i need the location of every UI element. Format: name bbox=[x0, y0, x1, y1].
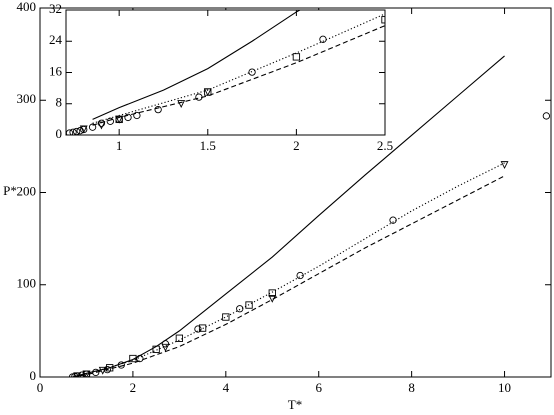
circle-marker bbox=[248, 68, 256, 76]
triangle-marker bbox=[203, 88, 212, 97]
x-tick-label: 10 bbox=[498, 380, 511, 395]
triangle-marker bbox=[73, 372, 82, 377]
circle-marker bbox=[66, 129, 74, 135]
x-tick-label: 8 bbox=[408, 380, 415, 395]
circle-marker bbox=[389, 216, 397, 224]
x-tick-label: 2.5 bbox=[377, 138, 393, 153]
circle-marker bbox=[69, 128, 77, 135]
y-tick-label: 200 bbox=[17, 183, 37, 198]
y-tick-label: 400 bbox=[17, 0, 37, 14]
y-tick-label: 32 bbox=[49, 1, 62, 16]
circle-marker bbox=[124, 113, 132, 122]
square-marker bbox=[245, 301, 253, 309]
circle-marker bbox=[136, 354, 144, 363]
x-tick-label: 6 bbox=[315, 380, 322, 395]
circle-marker bbox=[106, 117, 114, 125]
circle-marker bbox=[296, 271, 304, 280]
plot-area bbox=[68, 55, 551, 377]
square-marker bbox=[381, 16, 385, 24]
x-tick-label: 2 bbox=[293, 138, 300, 153]
circle-marker bbox=[92, 368, 100, 377]
y-axis-label: P* bbox=[3, 183, 17, 198]
x-tick-label: 2 bbox=[130, 380, 137, 395]
circle-marker bbox=[103, 365, 112, 374]
circle-marker bbox=[236, 305, 244, 313]
square-marker bbox=[292, 53, 301, 61]
square-marker bbox=[268, 289, 276, 297]
y-tick-label: 0 bbox=[30, 368, 37, 383]
triangle-marker bbox=[82, 370, 91, 377]
circle-marker bbox=[542, 112, 551, 120]
y-tick-label: 0 bbox=[56, 126, 63, 141]
y-tick-label: 16 bbox=[49, 63, 63, 78]
y-tick-label: 24 bbox=[49, 32, 63, 47]
y-tick-label: 300 bbox=[17, 91, 37, 106]
line-series bbox=[92, 10, 301, 120]
x-tick-label: 1.5 bbox=[200, 138, 216, 153]
square-marker bbox=[175, 334, 184, 342]
triangle-marker bbox=[98, 366, 107, 375]
y-tick-label: 8 bbox=[56, 95, 63, 110]
circle-marker bbox=[88, 123, 97, 131]
x-axis-label: T* bbox=[288, 397, 302, 412]
line-series bbox=[92, 25, 385, 126]
square-marker bbox=[129, 354, 137, 363]
triangle-marker bbox=[500, 161, 509, 170]
y-tick-label: 100 bbox=[17, 276, 37, 291]
circle-marker bbox=[117, 361, 125, 369]
square-marker bbox=[222, 313, 230, 321]
inset-background bbox=[66, 10, 385, 135]
square-marker bbox=[198, 324, 207, 332]
x-tick-label: 4 bbox=[223, 380, 230, 395]
square-marker bbox=[106, 364, 114, 372]
circle-marker bbox=[195, 93, 203, 101]
x-tick-label: 1 bbox=[116, 138, 123, 153]
circle-marker bbox=[133, 111, 141, 120]
circle-marker bbox=[72, 127, 81, 135]
square-marker bbox=[152, 345, 160, 353]
plot-area bbox=[66, 10, 385, 135]
triangle-marker bbox=[268, 294, 277, 303]
circle-marker bbox=[194, 325, 202, 333]
circle-marker bbox=[319, 35, 327, 43]
line-series bbox=[72, 175, 505, 377]
line-series bbox=[72, 162, 505, 377]
circle-marker bbox=[97, 119, 106, 127]
triangle-marker bbox=[97, 121, 106, 130]
triangle-marker bbox=[161, 343, 170, 352]
circle-marker bbox=[154, 105, 162, 114]
triangle-marker bbox=[115, 115, 124, 124]
triangle-marker bbox=[79, 125, 88, 134]
triangle-marker bbox=[177, 100, 186, 108]
circle-marker bbox=[161, 340, 170, 348]
x-tick-label: 0 bbox=[37, 380, 44, 395]
